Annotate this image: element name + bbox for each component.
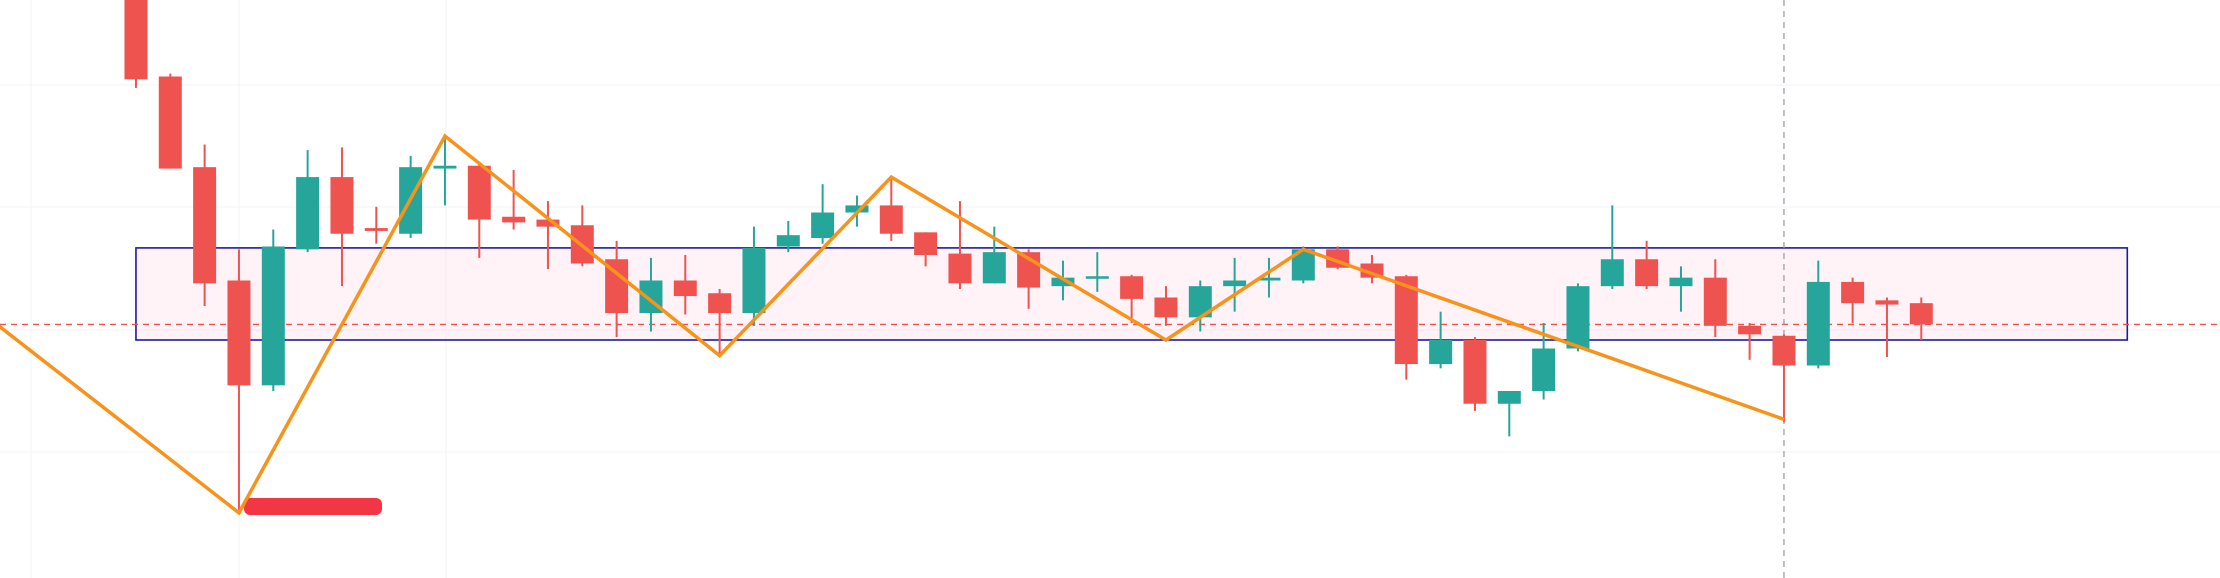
candle-body	[605, 259, 629, 314]
candle-body	[673, 280, 697, 297]
candle-body	[914, 232, 938, 255]
candle-body	[948, 253, 972, 284]
candle-body	[1875, 300, 1899, 305]
candle-body	[1429, 340, 1453, 365]
candle-body	[124, 0, 148, 80]
candle-body	[158, 76, 182, 169]
candle-body	[1223, 280, 1247, 287]
candle-body	[433, 165, 457, 169]
candle-body	[296, 177, 320, 250]
candle-body	[1085, 276, 1109, 279]
candle-body	[227, 280, 251, 386]
candle-body	[1291, 249, 1315, 281]
candle-body	[364, 228, 388, 231]
candle-body	[845, 205, 869, 213]
candle-body	[1120, 276, 1144, 299]
candle-body	[879, 205, 903, 234]
candle-body	[1463, 340, 1487, 404]
candle-body	[1806, 281, 1830, 366]
candle-body	[1669, 277, 1693, 287]
candle-body	[1703, 277, 1727, 326]
candle-body	[1188, 286, 1212, 318]
candle-body	[982, 252, 1006, 284]
candle-body	[1394, 276, 1418, 365]
candle-body	[1257, 277, 1281, 281]
candle-body	[536, 219, 560, 227]
candle-body	[1635, 259, 1659, 287]
candle-body	[1772, 335, 1796, 366]
candle-body	[193, 167, 217, 284]
candle-body	[811, 212, 835, 238]
candle-body	[467, 165, 491, 220]
candle-body	[1841, 281, 1865, 304]
candle-body	[1154, 297, 1178, 318]
pivot-label	[244, 498, 382, 515]
candle-body	[1738, 325, 1762, 335]
candle-body	[330, 177, 354, 234]
candle-body	[261, 246, 285, 386]
candle-body	[1909, 303, 1933, 325]
zigzag	[0, 133, 1785, 516]
candle-body	[1532, 348, 1556, 391]
candle-body	[1566, 286, 1590, 349]
candle-body	[776, 235, 800, 247]
candle-body	[708, 293, 732, 314]
candle-body	[1600, 259, 1624, 287]
candle-body	[1497, 391, 1521, 404]
candle-body	[742, 247, 766, 314]
candle-body	[502, 216, 526, 223]
candle-body	[1051, 277, 1075, 287]
